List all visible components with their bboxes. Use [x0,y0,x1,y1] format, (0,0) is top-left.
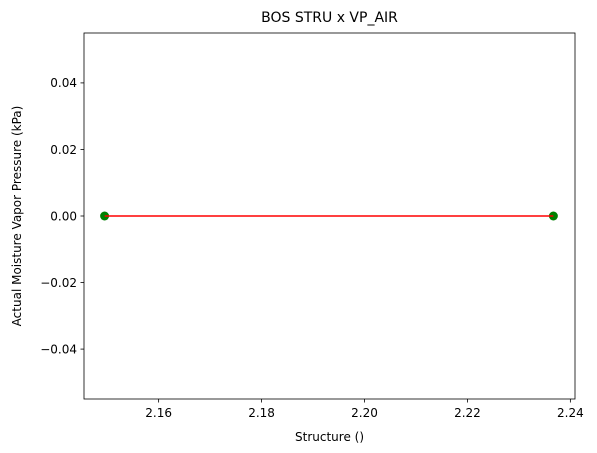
y-tick-label: 0.04 [50,76,77,90]
y-tick-label: −0.02 [40,276,77,290]
series-layer [100,211,558,221]
x-tick-label: 2.20 [351,406,378,420]
y-tick-label: −0.04 [40,342,77,356]
x-tick-label: 2.18 [248,406,275,420]
x-tick-label: 2.16 [145,406,172,420]
y-tick-label: 0.00 [50,209,77,223]
y-axis-ticks: −0.04 −0.02 0.00 0.02 0.04 [40,76,84,356]
y-axis-label: Actual Moisture Vapor Pressure (kPa) [10,106,24,327]
chart-title: BOS STRU x VP_AIR [261,10,398,26]
x-axis-label: Structure () [295,430,364,444]
x-tick-label: 2.24 [557,406,584,420]
x-tick-label: 2.22 [454,406,481,420]
y-tick-label: 0.02 [50,143,77,157]
x-axis-ticks: 2.16 2.18 2.20 2.22 2.24 [145,399,584,420]
